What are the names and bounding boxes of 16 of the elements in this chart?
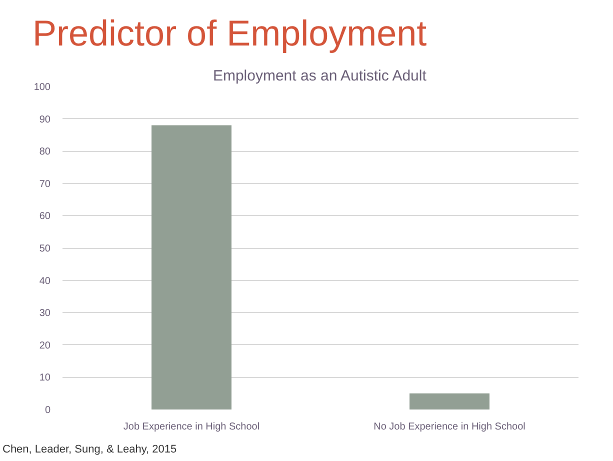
y-tick-label: 20	[39, 340, 51, 352]
y-tick-label: 40	[39, 276, 51, 287]
x-tick-label: No Job Experience in High School	[374, 422, 526, 432]
y-tick-label: 80	[39, 146, 51, 158]
y-tick-label: 0	[44, 405, 51, 416]
y-tick-label: 60	[39, 211, 51, 222]
chart-subtitle: Employment as an Autistic Adult	[212, 68, 428, 84]
y-tick-label: 90	[39, 114, 51, 126]
text: Chen, Leader, Sung, & Leahy, 2015	[2, 444, 177, 456]
chart-title: Predictor of Employment	[32, 12, 427, 54]
y-tick-label: 50	[39, 244, 51, 254]
y-tick-label: 100	[34, 82, 51, 93]
y-tick-label: 10	[39, 372, 51, 384]
y-tick-label: 70	[39, 178, 51, 190]
x-tick-label: Job Experience in High School	[123, 422, 260, 432]
y-tick-label: 30	[39, 308, 51, 320]
